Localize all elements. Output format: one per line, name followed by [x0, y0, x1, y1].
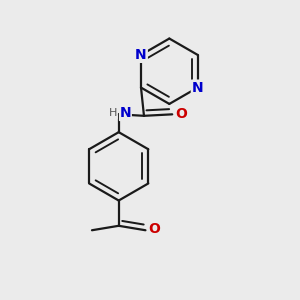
Text: N: N: [120, 106, 131, 120]
Text: N: N: [135, 48, 147, 62]
Text: N: N: [192, 81, 203, 94]
Text: O: O: [175, 107, 187, 121]
Text: O: O: [148, 222, 160, 236]
Text: H: H: [109, 108, 117, 118]
